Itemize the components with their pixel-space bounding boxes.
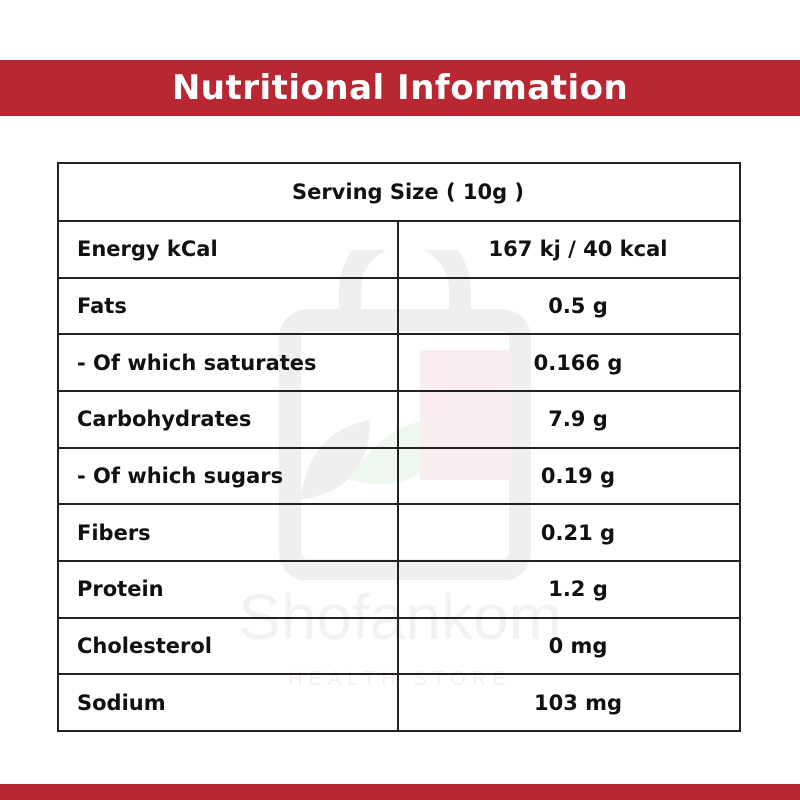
serving-size: Serving Size ( 10g ) (57, 162, 741, 222)
nutrient-value: 0.5 g (397, 276, 741, 336)
nutrient-label: Sodium (57, 673, 399, 732)
nutrition-table: Serving Size ( 10g ) Energy kCal 167 kj … (57, 162, 741, 732)
nutrient-value: 0.166 g (397, 333, 741, 392)
table-row: Carbohydrates 7.9 g (57, 389, 741, 449)
table-row: Energy kCal 167 kj / 40 kcal (57, 220, 741, 279)
nutrient-label: - Of which sugars (57, 446, 399, 506)
bottom-accent-bar (0, 784, 800, 800)
nutrient-label: Fibers (57, 503, 399, 562)
table-row: Protein 1.2 g (57, 559, 741, 619)
nutrient-label: Energy kCal (57, 220, 399, 279)
nutrient-label: - Of which saturates (57, 333, 399, 392)
table-row: Cholesterol 0 mg (57, 616, 741, 676)
table-row: - Of which sugars 0.19 g (57, 446, 741, 506)
nutrient-value: 1.2 g (397, 559, 741, 619)
nutrient-value: 167 kj / 40 kcal (397, 220, 741, 279)
table-row: Sodium 103 mg (57, 673, 741, 732)
nutrient-label: Carbohydrates (57, 389, 399, 449)
nutrient-value: 0.19 g (397, 446, 741, 506)
page-title: Nutritional Information (171, 68, 629, 108)
serving-row: Serving Size ( 10g ) (57, 162, 741, 222)
nutrient-value: 0.21 g (397, 503, 741, 562)
title-banner: Nutritional Information (0, 60, 800, 116)
nutrient-value: 0 mg (397, 616, 741, 676)
table-row: Fibers 0.21 g (57, 503, 741, 562)
nutrient-label: Cholesterol (57, 616, 399, 676)
nutrient-label: Fats (57, 276, 399, 336)
table-row: - Of which saturates 0.166 g (57, 333, 741, 392)
nutrient-label: Protein (57, 559, 399, 619)
nutrient-value: 7.9 g (397, 389, 741, 449)
nutrient-value: 103 mg (397, 673, 741, 732)
table-row: Fats 0.5 g (57, 276, 741, 336)
